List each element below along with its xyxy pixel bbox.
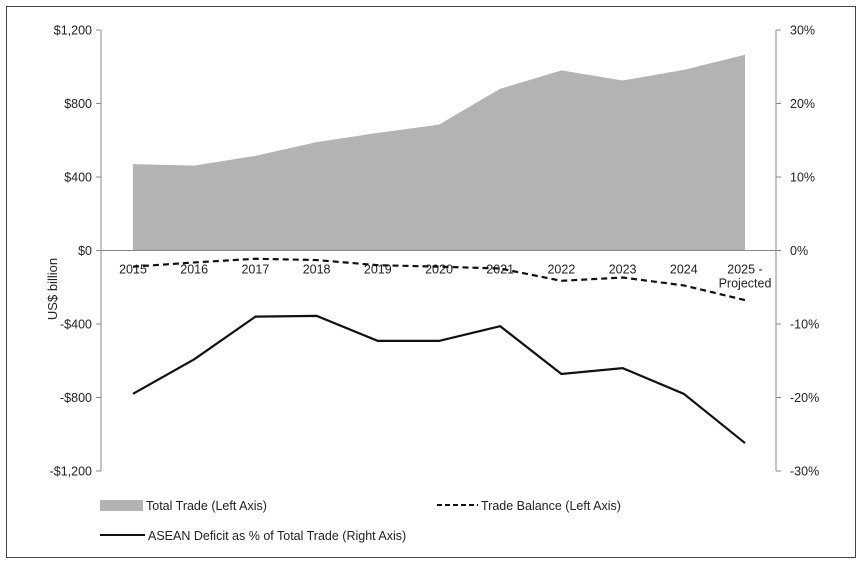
x-tick-label: 2015 xyxy=(119,263,147,277)
legend-label-total-trade: Total Trade (Left Axis) xyxy=(146,499,267,513)
series-lines xyxy=(132,257,746,444)
legend-label-deficit: ASEAN Deficit as % of Total Trade (Right… xyxy=(148,529,406,543)
right-tick-label: 30% xyxy=(790,24,815,38)
x-tick-label: 2022 xyxy=(547,263,575,277)
y-axis-title: US$ billion xyxy=(45,258,60,320)
right-axis-ticks: 30% 20% 10% 0% -10% -20% -30% xyxy=(776,24,819,479)
left-axis-ticks: $1,200 $800 $400 $0 -$400 -$800 -$1,200 xyxy=(50,24,101,479)
x-tick-label: 2021 xyxy=(486,263,514,277)
x-tick-label: 2016 xyxy=(180,263,208,277)
right-tick-label: 10% xyxy=(790,171,815,185)
total-trade-area-path xyxy=(133,54,745,251)
trade-balance-line xyxy=(132,257,746,302)
left-tick-label: $1,200 xyxy=(54,24,92,38)
left-tick-label: -$800 xyxy=(60,391,92,405)
left-tick-label: $400 xyxy=(64,171,92,185)
x-tick-label: 2017 xyxy=(241,263,269,277)
right-tick-label: 20% xyxy=(790,97,815,111)
x-tick-label: Projected xyxy=(719,277,772,291)
left-tick-label: -$400 xyxy=(60,318,92,332)
x-tick-label: 2020 xyxy=(425,263,453,277)
legend-swatch-total-trade xyxy=(100,500,143,511)
total-trade-area xyxy=(133,54,745,251)
legend-label-trade-balance: Trade Balance (Left Axis) xyxy=(481,499,621,513)
asean-deficit-line xyxy=(132,314,746,444)
left-tick-label: $800 xyxy=(64,97,92,111)
right-tick-label: -10% xyxy=(790,318,819,332)
left-tick-label: $0 xyxy=(78,244,92,258)
left-tick-label: -$1,200 xyxy=(50,465,92,479)
x-tick-label: 2025 - xyxy=(727,263,762,277)
right-tick-label: -20% xyxy=(790,391,819,405)
x-tick-label: 2018 xyxy=(303,263,331,277)
x-axis-labels: 2015 2016 2017 2018 2019 2020 2021 2022 2023 2024… xyxy=(119,263,771,291)
right-tick-label: -30% xyxy=(790,465,819,479)
legend: Total Trade (Left Axis) Trade Balance (L… xyxy=(100,499,621,543)
x-tick-label: 2024 xyxy=(670,263,698,277)
right-tick-label: 0% xyxy=(790,244,808,258)
x-tick-label: 2023 xyxy=(609,263,637,277)
